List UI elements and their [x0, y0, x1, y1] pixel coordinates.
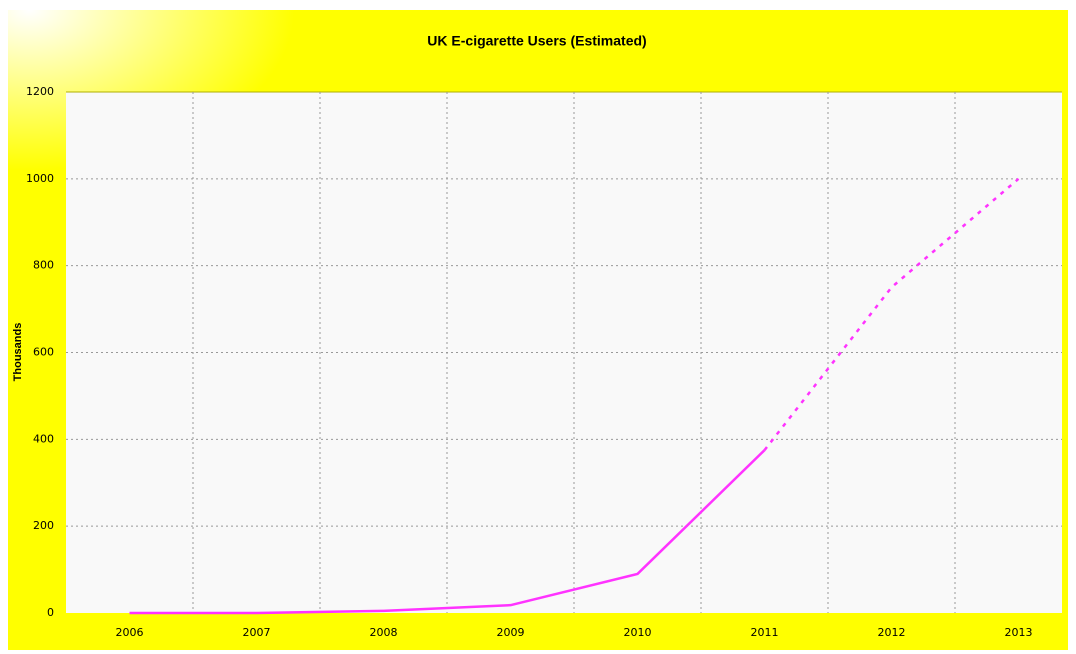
y-tick-label: 1000 — [26, 172, 54, 185]
x-tick-label: 2007 — [243, 626, 271, 639]
x-tick-label: 2011 — [751, 626, 779, 639]
y-tick-label: 800 — [33, 259, 54, 272]
x-tick-label: 2013 — [1005, 626, 1033, 639]
x-tick-label: 2010 — [624, 626, 652, 639]
data-line — [129, 449, 766, 615]
y-axis-label: Thousands — [12, 323, 24, 382]
chart-title: UK E-cigarette Users (Estimated) — [427, 33, 646, 49]
y-tick-label: 200 — [33, 519, 54, 532]
y-tick-label: 0 — [47, 606, 54, 619]
y-tick-label: 600 — [33, 346, 54, 359]
x-tick-label: 2006 — [116, 626, 144, 639]
x-tick-label: 2009 — [497, 626, 525, 639]
y-tick-label: 1200 — [26, 85, 54, 98]
x-tick-label: 2008 — [370, 626, 398, 639]
y-tick-label: 400 — [33, 432, 54, 445]
x-tick-label: 2012 — [878, 626, 906, 639]
